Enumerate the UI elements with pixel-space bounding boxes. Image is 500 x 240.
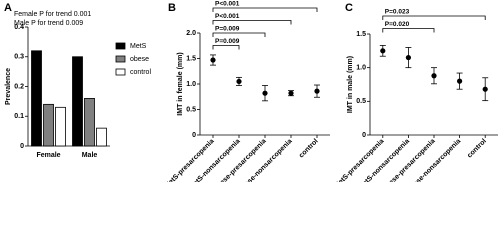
legend-swatch: [115, 55, 126, 63]
legend-label: obese: [130, 56, 149, 63]
bar: [43, 103, 54, 147]
y-tick-label: 0.2: [14, 83, 24, 90]
y-tick-label: 0.5: [186, 106, 196, 113]
comparison-bracket: [212, 7, 318, 12]
y-tick-label: 0.4: [14, 24, 24, 31]
y-tick-label: 1.5: [186, 55, 196, 62]
y-axis-label: Prevalence: [5, 68, 12, 105]
comparison-bracket: [212, 20, 292, 25]
y-tick-label: 1.0: [186, 81, 196, 88]
y-tick-label: 0.3: [14, 54, 24, 61]
panel-label: C: [345, 2, 353, 14]
figure: A 0 0.1 0.2 0.3 0.4 Prevalence Female Male MetS ob…: [4, 1, 498, 182]
y-tick-label: 1.5: [356, 31, 366, 38]
point: [288, 90, 294, 96]
annotation: Male P for trend 0.009: [14, 20, 83, 27]
comparison-bracket: [382, 15, 486, 20]
y-axis-label: IMT in male (mm): [347, 56, 354, 113]
legend-label: MetS: [130, 43, 147, 50]
point: [380, 48, 386, 54]
x-tick-label: Male: [82, 152, 98, 159]
y-axis-label: IMT in female (mm): [177, 52, 184, 115]
comparison-label: P=0.009: [215, 26, 240, 33]
panel-label: A: [4, 2, 12, 14]
comparison-label: P=0.020: [385, 21, 410, 28]
comparison-label: P<0.001: [215, 13, 240, 20]
point: [262, 90, 268, 96]
y-tick-label: 2.0: [186, 30, 196, 37]
legend-swatch: [115, 68, 126, 76]
legend-label: control: [130, 69, 151, 76]
comparison-bracket: [212, 32, 266, 37]
annotation: Female P for trend 0.001: [14, 11, 91, 18]
point: [431, 73, 437, 79]
y-tick-label: 0: [192, 132, 196, 139]
x-tick-label: control: [466, 138, 488, 160]
bar: [96, 127, 107, 147]
x-tick-label: control: [298, 138, 320, 160]
point: [210, 57, 216, 63]
bar: [31, 50, 42, 147]
legend-swatch: [115, 42, 126, 50]
y-tick-label: 0.5: [356, 98, 366, 105]
point: [314, 88, 320, 94]
point: [482, 86, 488, 92]
comparison-label: P=0.023: [385, 9, 410, 16]
bar: [84, 98, 95, 147]
point: [457, 78, 463, 84]
y-tick-label: 0: [20, 143, 24, 150]
point: [236, 78, 242, 85]
point: [405, 54, 411, 61]
panel-label: B: [168, 2, 176, 14]
y-tick-label: 0: [362, 132, 366, 139]
comparison-label: P=0.009: [215, 38, 240, 45]
x-tick-label: Female: [36, 152, 60, 159]
bar: [72, 56, 83, 147]
y-tick-label: 0.1: [14, 113, 24, 120]
comparison-label: P<0.001: [215, 1, 240, 8]
bar: [55, 106, 66, 147]
comparison-bracket: [212, 45, 240, 50]
y-tick-label: 1.0: [356, 65, 366, 72]
comparison-bracket: [382, 28, 435, 33]
